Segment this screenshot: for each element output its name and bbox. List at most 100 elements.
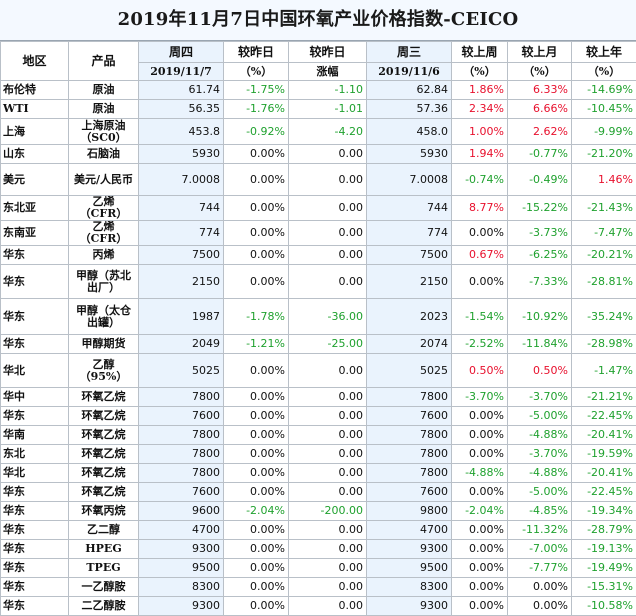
- vs-last-month-cell: -3.70%: [508, 445, 572, 464]
- vs-prev-day-abs-cell: -1.01: [289, 100, 367, 119]
- vs-last-year-cell: -7.47%: [572, 221, 636, 246]
- vs-prev-day-abs-cell: 0.00: [289, 221, 367, 246]
- vs-prev-day-pct-cell: 0.00%: [224, 445, 289, 464]
- wed-price-cell: 9800: [367, 502, 452, 521]
- vs-last-year-cell: -21.20%: [572, 145, 636, 164]
- wed-price-cell: 7600: [367, 483, 452, 502]
- thu-price-cell: 9500: [139, 559, 224, 578]
- vs-last-year-cell: -19.59%: [572, 445, 636, 464]
- vs-prev-day-pct-cell: 0.00%: [224, 483, 289, 502]
- vs-prev-day-abs-cell: 0.00: [289, 354, 367, 388]
- vs-last-week-cell: -3.70%: [452, 388, 508, 407]
- vs-last-week-cell: 0.00%: [452, 483, 508, 502]
- wed-price-cell: 9500: [367, 559, 452, 578]
- vs-last-month-cell: -4.85%: [508, 502, 572, 521]
- header-vs-last-week: 较上周: [452, 42, 508, 63]
- wed-price-cell: 57.36: [367, 100, 452, 119]
- vs-last-year-cell: -35.24%: [572, 299, 636, 335]
- region-cell: 布伦特: [1, 81, 69, 100]
- vs-last-month-cell: -3.70%: [508, 388, 572, 407]
- vs-last-month-cell: 0.00%: [508, 597, 572, 616]
- vs-prev-day-pct-cell: 0.00%: [224, 407, 289, 426]
- wed-price-cell: 2150: [367, 265, 452, 299]
- product-cell: 环氧乙烷: [69, 445, 139, 464]
- region-cell: 华东: [1, 483, 69, 502]
- vs-last-year-cell: -10.58%: [572, 597, 636, 616]
- thu-price-cell: 9600: [139, 502, 224, 521]
- vs-prev-day-pct-cell: 0.00%: [224, 578, 289, 597]
- thu-price-cell: 5930: [139, 145, 224, 164]
- vs-last-week-cell: 0.00%: [452, 407, 508, 426]
- vs-last-month-cell: -3.73%: [508, 221, 572, 246]
- vs-last-month-cell: -4.88%: [508, 464, 572, 483]
- thu-price-cell: 9300: [139, 597, 224, 616]
- vs-prev-day-abs-cell: 0.00: [289, 196, 367, 221]
- header-row: 地区 产品 周四 较昨日 较昨日 周三 较上周 较上月 较上年: [1, 42, 636, 63]
- vs-last-year-cell: -19.13%: [572, 540, 636, 559]
- vs-last-year-cell: -28.98%: [572, 335, 636, 354]
- region-cell: 华东: [1, 335, 69, 354]
- wed-price-cell: 7800: [367, 464, 452, 483]
- vs-prev-day-abs-cell: -36.00: [289, 299, 367, 335]
- vs-last-week-cell: -0.74%: [452, 164, 508, 196]
- vs-last-month-cell: -7.00%: [508, 540, 572, 559]
- vs-prev-day-pct-cell: 0.00%: [224, 559, 289, 578]
- thu-price-cell: 7800: [139, 445, 224, 464]
- product-cell: 原油: [69, 81, 139, 100]
- vs-prev-day-abs-cell: 0.00: [289, 597, 367, 616]
- header-vs-last-month: 较上月: [508, 42, 572, 63]
- vs-prev-day-abs-cell: 0.00: [289, 407, 367, 426]
- sheet-title: 2019年11月7日中国环氧产业价格指数-CEICO: [0, 0, 636, 41]
- vs-last-month-cell: -15.22%: [508, 196, 572, 221]
- product-cell: 一乙醇胺: [69, 578, 139, 597]
- vs-prev-day-pct-cell: 0.00%: [224, 145, 289, 164]
- vs-last-month-cell: 6.66%: [508, 100, 572, 119]
- vs-last-year-cell: -20.41%: [572, 426, 636, 445]
- header-region: 地区: [1, 42, 69, 81]
- vs-prev-day-pct-cell: 0.00%: [224, 521, 289, 540]
- vs-prev-day-abs-cell: 0.00: [289, 464, 367, 483]
- vs-prev-day-abs-cell: 0.00: [289, 246, 367, 265]
- product-cell: 甲醇（太仓出罐）: [69, 299, 139, 335]
- vs-last-week-cell: 0.00%: [452, 578, 508, 597]
- vs-last-week-cell: 2.34%: [452, 100, 508, 119]
- vs-last-year-cell: -9.99%: [572, 119, 636, 145]
- product-cell: 乙烯（CFR）: [69, 196, 139, 221]
- vs-last-year-cell: -28.81%: [572, 265, 636, 299]
- product-cell: 上海原油（SC0）: [69, 119, 139, 145]
- thu-price-cell: 9300: [139, 540, 224, 559]
- thu-price-cell: 7600: [139, 483, 224, 502]
- thu-price-cell: 7500: [139, 246, 224, 265]
- thu-price-cell: 744: [139, 196, 224, 221]
- vs-last-week-cell: 0.50%: [452, 354, 508, 388]
- region-cell: 华东: [1, 578, 69, 597]
- wed-price-cell: 7800: [367, 388, 452, 407]
- vs-last-week-cell: 0.00%: [452, 445, 508, 464]
- region-cell: 华东: [1, 407, 69, 426]
- region-cell: 华中: [1, 388, 69, 407]
- thu-price-cell: 1987: [139, 299, 224, 335]
- region-cell: 华北: [1, 354, 69, 388]
- wed-price-cell: 9300: [367, 540, 452, 559]
- thu-price-cell: 774: [139, 221, 224, 246]
- thu-price-cell: 453.8: [139, 119, 224, 145]
- vs-last-year-cell: -22.45%: [572, 407, 636, 426]
- vs-prev-day-abs-cell: 0.00: [289, 483, 367, 502]
- vs-last-week-cell: -2.52%: [452, 335, 508, 354]
- vs-last-week-cell: 0.00%: [452, 559, 508, 578]
- product-cell: 乙醇（95%）: [69, 354, 139, 388]
- region-cell: 华东: [1, 521, 69, 540]
- vs-prev-day-pct-cell: 0.00%: [224, 354, 289, 388]
